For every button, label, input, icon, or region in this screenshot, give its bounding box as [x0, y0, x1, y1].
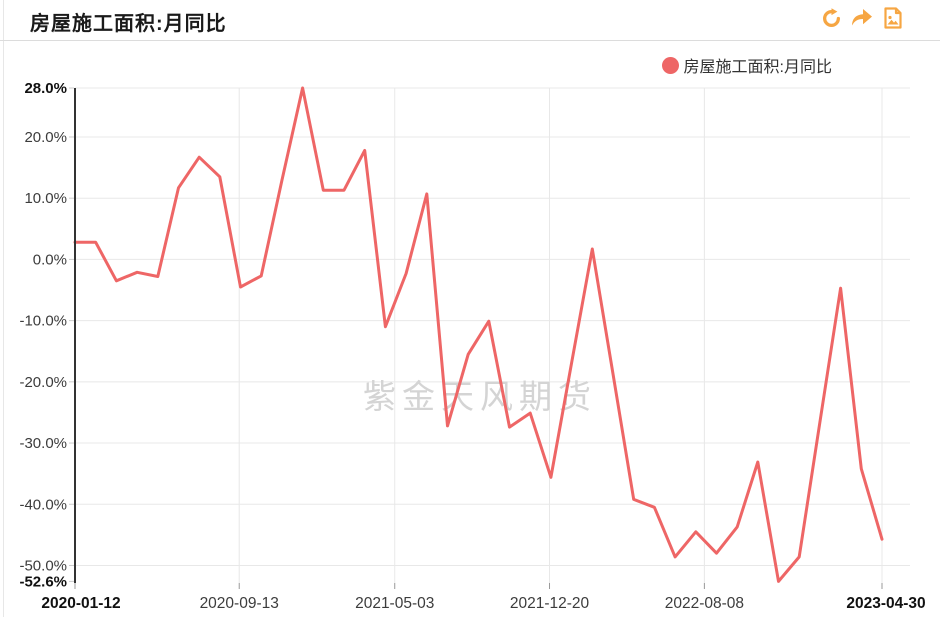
y-axis-label: -30.0%	[19, 435, 67, 452]
chart-toolbar	[820, 7, 904, 29]
x-axis-label: 2023-04-30	[846, 595, 925, 612]
x-axis-label: 2020-09-13	[200, 595, 279, 612]
share-button[interactable]	[851, 7, 873, 29]
left-border-rule	[3, 0, 4, 617]
y-axis-label: -50.0%	[19, 557, 67, 574]
y-axis-label: 0.0%	[33, 251, 67, 268]
y-axis-label: 10.0%	[24, 190, 67, 207]
y-axis-label: -52.6%	[19, 573, 67, 590]
share-arrow-icon	[852, 9, 872, 26]
image-export-icon	[884, 7, 902, 29]
series-line[interactable]	[73, 86, 884, 583]
x-axis-label: 2022-08-08	[665, 595, 744, 612]
save-image-button[interactable]	[882, 7, 904, 29]
legend-marker-dot	[661, 56, 679, 74]
page-title: 房屋施工面积:月同比	[30, 13, 227, 35]
y-axis-label: 20.0%	[24, 129, 67, 146]
legend-item[interactable]: 房屋施工面积:月同比	[661, 53, 832, 77]
y-axis-label: -40.0%	[19, 496, 67, 513]
chart-header: 房屋施工面积:月同比	[0, 0, 940, 41]
y-axis-label: -10.0%	[19, 313, 67, 330]
y-axis-label: 28.0%	[24, 80, 67, 97]
x-axis-label: 2021-12-20	[510, 595, 590, 612]
y-axis-label: -20.0%	[19, 374, 67, 391]
legend-label: 房屋施工面积:月同比	[683, 59, 832, 76]
refresh-button[interactable]	[820, 7, 842, 29]
x-axis-label: 2021-05-03	[355, 595, 434, 612]
watermark: 紫金天风期货	[363, 378, 597, 415]
x-axis-label: 2020-01-12	[41, 595, 120, 612]
refresh-icon	[822, 7, 840, 27]
